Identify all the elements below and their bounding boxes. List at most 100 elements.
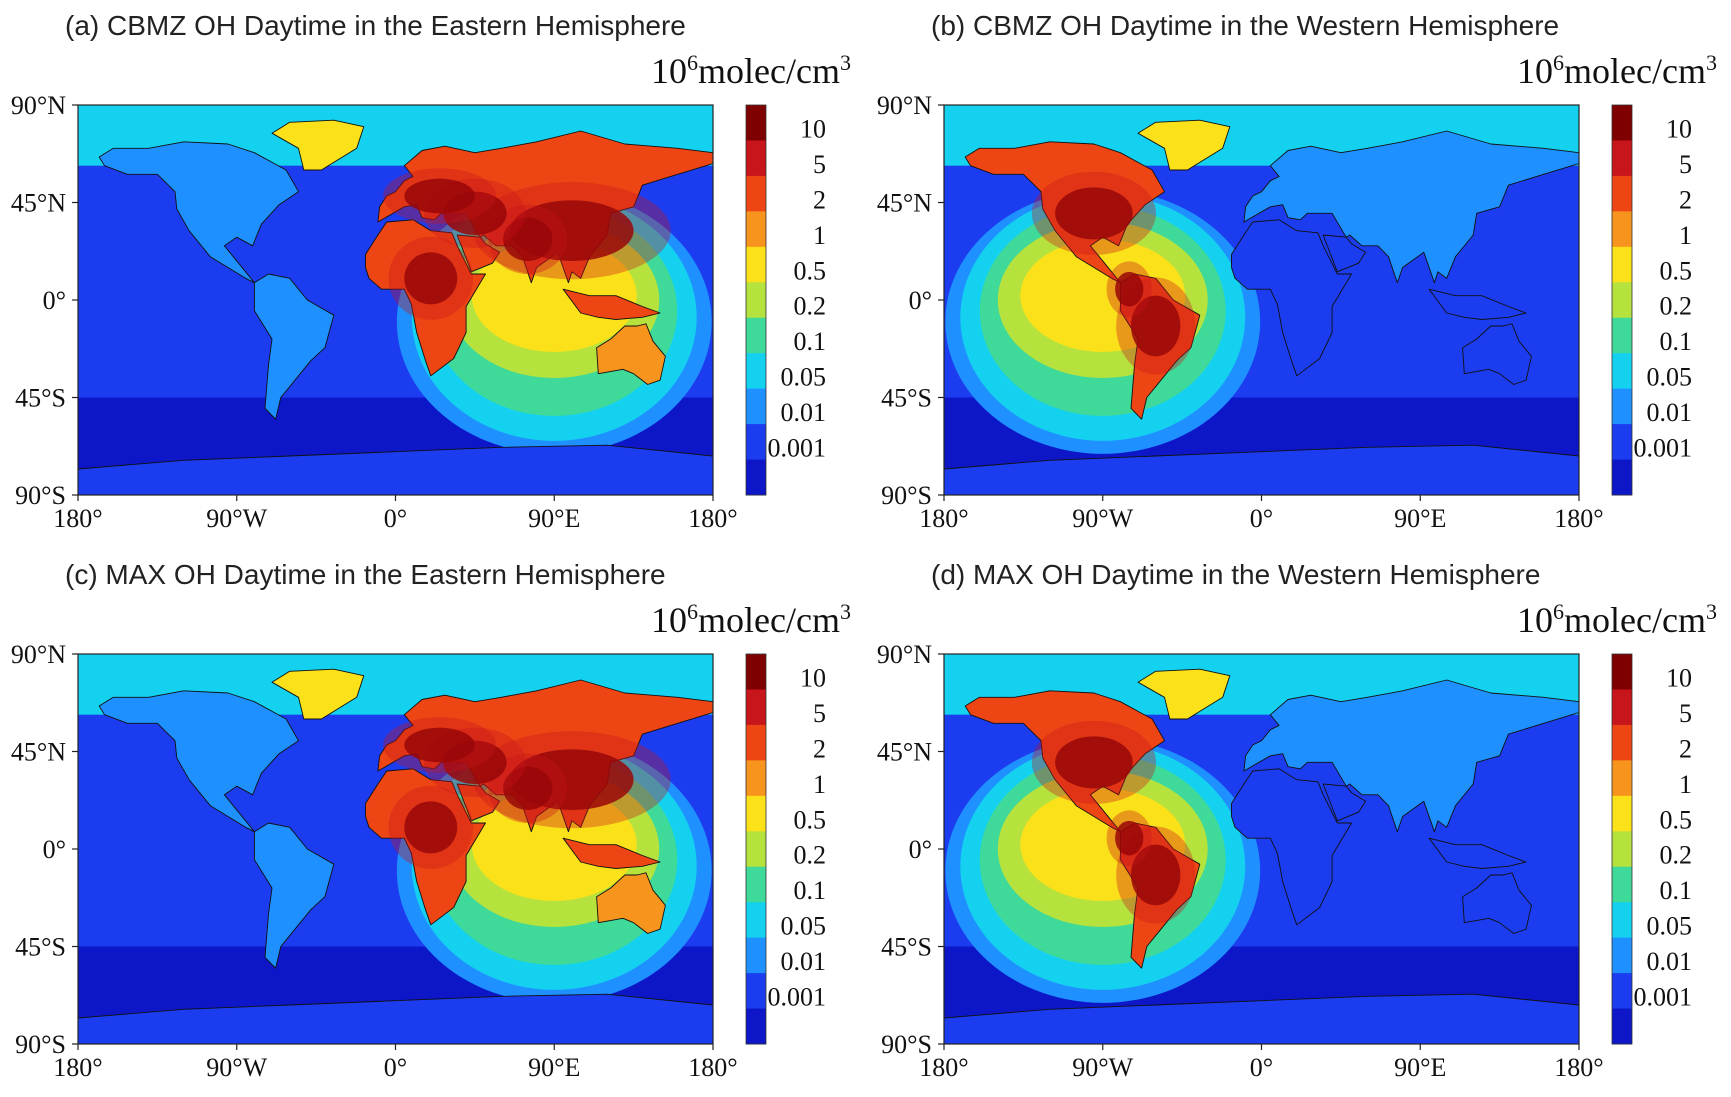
land-greenland xyxy=(271,119,365,171)
land-africa xyxy=(1231,768,1352,926)
colorbar-label: 0.01 xyxy=(1647,398,1693,427)
lat-tick-label: 90°N xyxy=(877,640,932,669)
colorbar-swatch xyxy=(1612,459,1632,496)
map-field xyxy=(944,105,1579,495)
land-australia xyxy=(1462,323,1532,385)
colorbar-swatch xyxy=(1612,317,1632,354)
land-northAmerica xyxy=(98,690,299,833)
lat-tick-label: 45°S xyxy=(881,384,932,413)
colorbar-swatch xyxy=(746,282,766,319)
colorbar-swatch xyxy=(746,175,766,212)
lon-tick-label: 90°E xyxy=(1394,1053,1446,1082)
lon-tick-label: 180° xyxy=(53,1053,102,1082)
colorbar-label: 2 xyxy=(813,734,826,763)
colorbar-label: 10 xyxy=(800,114,826,143)
land-australia xyxy=(596,872,666,934)
panel-b: (b) CBMZ OH Daytime in the Western Hemis… xyxy=(866,0,1731,548)
lon-tick-label: 180° xyxy=(688,1053,737,1082)
lon-tick-label: 0° xyxy=(384,1053,407,1082)
colorbar-label: 1 xyxy=(1679,221,1692,250)
colorbar-frame xyxy=(745,653,767,1045)
colorbar-label: 5 xyxy=(813,150,826,179)
land-masses xyxy=(944,668,1579,1044)
land-southAmerica xyxy=(253,822,335,969)
colorbar-swatch xyxy=(746,353,766,390)
hotspots xyxy=(1031,720,1196,924)
lat-tick-label: 45°N xyxy=(11,738,66,767)
panel-d: (d) MAX OH Daytime in the Western Hemisp… xyxy=(866,549,1731,1097)
colorbar-label: 2 xyxy=(1679,185,1692,214)
colorbar-label: 0.01 xyxy=(781,398,827,427)
map-field xyxy=(944,654,1579,1044)
colorbar-swatch xyxy=(746,140,766,177)
lat-tick-label: 0° xyxy=(43,286,66,315)
colorbar-label: 0.001 xyxy=(768,434,827,463)
colorbar-swatch xyxy=(1612,795,1632,832)
land-eurasia xyxy=(1243,130,1579,284)
colorbar-swatch xyxy=(746,866,766,903)
colorbar-label: 0.5 xyxy=(794,256,827,285)
land-antarctica xyxy=(78,993,713,1044)
lat-tick-label: 45°N xyxy=(11,189,66,218)
colorbar-label: 0.1 xyxy=(794,327,827,356)
land-indonesia xyxy=(562,837,661,869)
colorbar-swatch xyxy=(1612,831,1632,868)
panel-title: (a) CBMZ OH Daytime in the Eastern Hemis… xyxy=(65,10,686,41)
panel-a: (a) CBMZ OH Daytime in the Eastern Hemis… xyxy=(0,0,865,548)
lon-tick-label: 90°W xyxy=(1072,1053,1133,1082)
colorbar-swatch xyxy=(1612,246,1632,283)
lon-tick-label: 90°E xyxy=(528,504,580,533)
lat-tick-label: 90°S xyxy=(881,1030,932,1059)
land-africa xyxy=(1231,219,1352,377)
land-arabia xyxy=(1322,783,1367,822)
colorbar-label: 0.05 xyxy=(781,363,827,392)
colorbar-label: 1 xyxy=(1679,770,1692,799)
lat-tick-label: 45°S xyxy=(881,933,932,962)
lat-tick-label: 0° xyxy=(43,835,66,864)
land-arabia xyxy=(1322,234,1367,273)
colorbar-swatch xyxy=(1612,689,1632,726)
colorbar-swatch xyxy=(746,724,766,761)
colorbar-label: 0.05 xyxy=(1647,912,1693,941)
colorbar: 10 5 2 1 0.5 0.2 0.1 0.05 0.01 0.001 xyxy=(745,653,827,1045)
colorbar-label: 1 xyxy=(813,770,826,799)
land-arabia xyxy=(456,234,501,273)
lat-tick-label: 90°N xyxy=(11,91,66,120)
land-indonesia xyxy=(562,288,661,320)
lon-tick-label: 180° xyxy=(53,504,102,533)
colorbar-swatch xyxy=(746,105,766,141)
land-arabia xyxy=(456,783,501,822)
colorbar-label: 0.001 xyxy=(768,983,827,1012)
colorbar-swatch xyxy=(1612,353,1632,390)
colorbar-label: 0.5 xyxy=(1660,256,1693,285)
colorbar-swatch xyxy=(746,388,766,425)
land-antarctica xyxy=(944,444,1579,495)
colorbar-swatch xyxy=(746,973,766,1010)
colorbar-label: 5 xyxy=(1679,150,1692,179)
colorbar-swatch xyxy=(1612,282,1632,319)
colorbar-swatch xyxy=(1612,211,1632,248)
lon-tick-label: 0° xyxy=(384,504,407,533)
hotspots xyxy=(383,717,671,869)
lat-tick-label: 45°N xyxy=(877,189,932,218)
lat-tick-label: 90°N xyxy=(877,91,932,120)
lon-tick-label: 90°W xyxy=(206,504,267,533)
colorbar-label: 0.001 xyxy=(1634,434,1693,463)
colorbar-label: 0.2 xyxy=(1660,292,1693,321)
lon-tick-label: 90°E xyxy=(528,1053,580,1082)
colorbar-swatch xyxy=(1612,937,1632,974)
lon-tick-label: 90°W xyxy=(206,1053,267,1082)
daylight-region xyxy=(396,189,712,454)
colorbar-unit: 106molec/cm3 xyxy=(651,50,851,91)
land-antarctica xyxy=(78,444,713,495)
colorbar-swatch xyxy=(1612,866,1632,903)
colorbar-label: 0.2 xyxy=(794,841,827,870)
lat-tick-label: 90°N xyxy=(11,640,66,669)
colorbar-label: 0.5 xyxy=(794,805,827,834)
colorbar-label: 2 xyxy=(1679,734,1692,763)
lon-tick-label: 180° xyxy=(688,504,737,533)
land-southAmerica xyxy=(253,273,335,420)
